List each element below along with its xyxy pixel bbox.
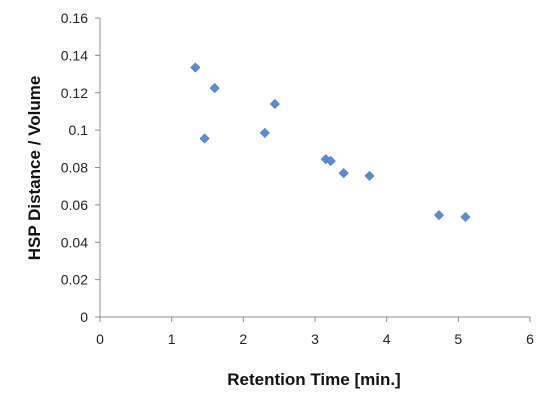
data-point	[269, 98, 280, 109]
x-tick-label: 1	[168, 331, 176, 347]
x-tick-label: 0	[96, 331, 104, 347]
data-point	[433, 210, 445, 221]
data-point	[259, 127, 270, 138]
y-tick-label: 0.12	[61, 85, 88, 101]
y-axis: 0 0.02 0.04 0.06 0.08 0.1 0.12 0.14 0.16	[61, 10, 100, 325]
data-point	[325, 155, 336, 166]
x-tick-label: 4	[383, 331, 391, 347]
y-tick-label: 0.02	[61, 272, 88, 288]
plot-area	[99, 18, 530, 318]
data-point	[460, 211, 471, 223]
data-point	[209, 83, 220, 94]
x-tick-label: 6	[526, 331, 534, 347]
x-axis: 0 1 2 3 4 5 6	[96, 317, 534, 347]
data-point	[190, 62, 201, 73]
y-tick-label: 0	[80, 309, 88, 325]
x-axis-title: Retention Time [min.]	[227, 370, 400, 389]
y-tick-label: 0.16	[61, 10, 88, 26]
y-tick-label: 0.14	[61, 47, 88, 63]
x-tick-label: 2	[239, 331, 247, 347]
y-tick-label: 0.1	[69, 122, 89, 138]
y-tick-label: 0.04	[61, 234, 88, 250]
y-axis-title: HSP Distance / Volume	[25, 76, 44, 261]
data-point	[338, 168, 349, 179]
x-tick-label: 3	[311, 331, 319, 347]
y-tick-label: 0.08	[61, 160, 88, 176]
data-point	[320, 154, 331, 165]
y-tick-label: 0.06	[61, 197, 88, 213]
data-point	[199, 133, 210, 144]
data-point	[364, 170, 375, 181]
data-points	[190, 62, 471, 223]
x-tick-label: 5	[454, 331, 462, 347]
